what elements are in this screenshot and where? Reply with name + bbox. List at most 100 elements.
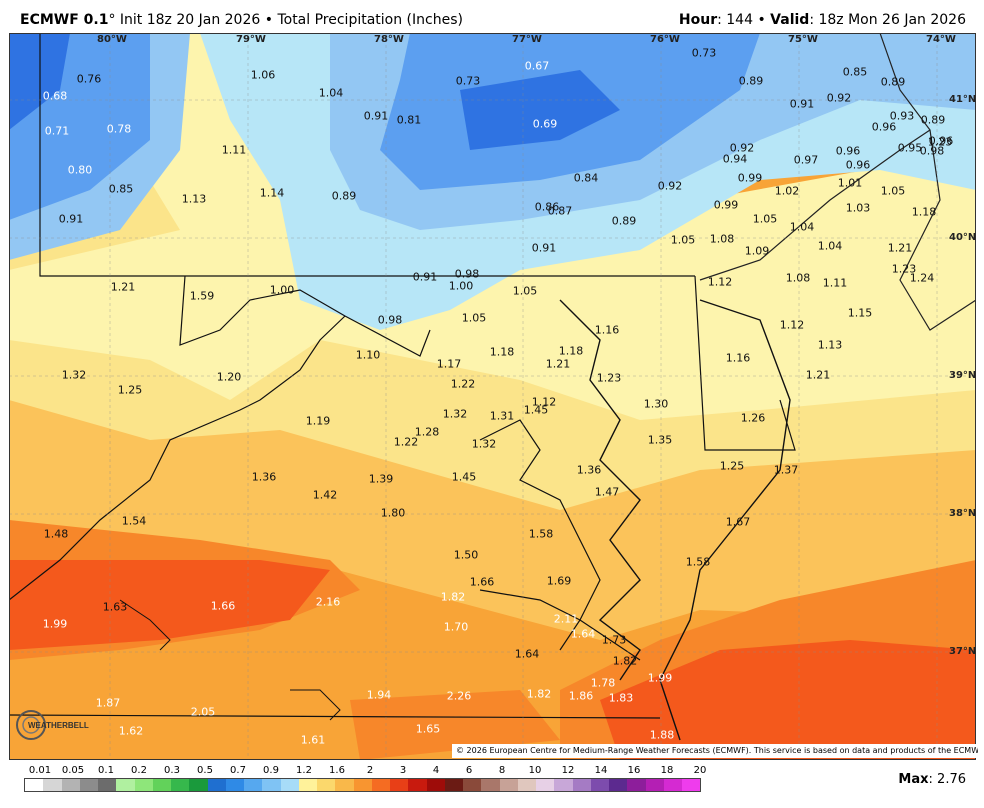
legend-swatch [298,779,317,791]
latitude-label: 41°N [949,94,977,105]
precipitation-map [9,33,976,760]
legend-label: 1.2 [296,765,312,776]
precip-value-label: 1.45 [523,403,549,417]
legend-swatch [207,779,226,791]
legend-swatch [335,779,354,791]
precip-value-label: 0.73 [455,74,481,88]
precip-value-label: 1.30 [643,397,669,411]
legend-label: 0.2 [131,765,147,776]
precip-value-label: 1.50 [453,548,479,562]
precip-value-label: 1.99 [647,671,673,685]
latitude-label: 40°N [949,232,977,243]
precip-value-label: 1.64 [570,627,596,641]
precip-value-label: 1.21 [805,368,831,382]
legend-swatch [481,779,500,791]
precip-value-label: 1.05 [752,212,778,226]
legend-label: 0.3 [164,765,180,776]
legend-label: 16 [627,765,641,776]
precip-value-label: 1.04 [318,86,344,100]
legend-swatch [408,779,427,791]
precip-value-label: 1.00 [448,279,474,293]
precip-value-label: 1.21 [887,241,913,255]
longitude-label: 74°W [926,34,956,45]
legend-label: 2 [366,765,374,776]
precip-value-label: 2.18 [0,0,13,7]
precip-value-label: 1.82 [526,687,552,701]
legend-swatch [280,779,299,791]
precip-value-label: 1.70 [443,620,469,634]
color-legend [24,778,701,792]
precip-value-label: 1.18 [489,345,515,359]
precip-value-label: 0.78 [106,122,132,136]
precip-value-label: 0.76 [76,72,102,86]
copyright-notice: © 2026 European Centre for Medium-Range … [452,744,978,758]
precip-value-label: 1.66 [469,575,495,589]
legend-swatch [225,779,244,791]
legend-label: 4 [432,765,440,776]
precip-value-label: 0.91 [58,212,84,226]
legend-swatch [645,779,664,791]
precip-value-label: 0.68 [42,89,68,103]
precip-value-label: 1.01 [837,176,863,190]
precip-value-label: 1.31 [489,409,515,423]
precip-value-label: 1.58 [685,555,711,569]
precip-value-label: 1.35 [647,433,673,447]
legend-swatch [79,779,98,791]
precip-value-label: 0.86 [534,200,560,214]
precip-value-label: 1.21 [545,357,571,371]
legend-swatch [499,779,518,791]
precip-value-label: 1.17 [436,357,462,371]
precip-value-label: 0.96 [835,144,861,158]
precip-value-label: 1.08 [785,271,811,285]
legend-swatch [116,779,135,791]
legend-swatch [134,779,153,791]
precip-value-label: 0.71 [44,124,70,138]
precip-value-label: 1.12 [707,275,733,289]
precip-value-label: 0.89 [738,74,764,88]
legend-label: 8 [498,765,506,776]
precip-value-label: 0.98 [919,144,945,158]
precip-value-label: 1.22 [450,377,476,391]
precip-value-label: 1.37 [773,463,799,477]
longitude-label: 79°W [236,34,266,45]
legend-swatch [517,779,536,791]
precip-value-label: 1.32 [61,368,87,382]
precip-value-label: 1.06 [250,68,276,82]
precip-value-label: 0.85 [842,65,868,79]
precip-value-label: 0.92 [826,91,852,105]
legend-swatch [426,779,445,791]
precip-value-label: 0.96 [928,134,954,148]
precip-value-label: 1.87 [95,696,121,710]
precip-value-label: 1.09 [744,244,770,258]
longitude-label: 76°W [650,34,680,45]
longitude-label: 75°W [788,34,818,45]
precip-value-label: 1.63 [102,600,128,614]
precip-value-label: 0.95 [897,141,923,155]
legend-label: 10 [528,765,542,776]
precip-value-label: 0.91 [412,270,438,284]
precip-value-label: 1.18 [558,344,584,358]
precip-value-label: 1.65 [415,722,441,736]
precip-value-label: 1.23 [927,135,953,149]
precip-value-label: 0.92 [657,179,683,193]
legend-swatch [189,779,208,791]
precip-value-label: 1.83 [608,691,634,705]
precip-value-label: 0.99 [713,198,739,212]
precip-value-label: 1.32 [442,407,468,421]
precip-value-label: 1.22 [393,435,419,449]
precip-value-label: 1.99 [42,617,68,631]
precip-value-label: 1.73 [601,633,627,647]
legend-label: 14 [594,765,608,776]
precip-value-label: 1.21 [110,280,136,294]
precip-value-label: 0.67 [524,59,550,73]
precip-value-label: 1.03 [845,201,871,215]
legend-label: 20 [693,765,707,776]
precip-value-label: 1.00 [269,283,295,297]
precip-value-label: 1.11 [822,276,848,290]
precip-value-label: 2.16 [315,595,341,609]
precip-value-label: 1.08 [709,232,735,246]
precip-value-label: 1.13 [817,338,843,352]
precip-value-label: 1.32 [471,437,497,451]
precip-value-label: 1.14 [259,186,285,200]
legend-swatch [371,779,390,791]
